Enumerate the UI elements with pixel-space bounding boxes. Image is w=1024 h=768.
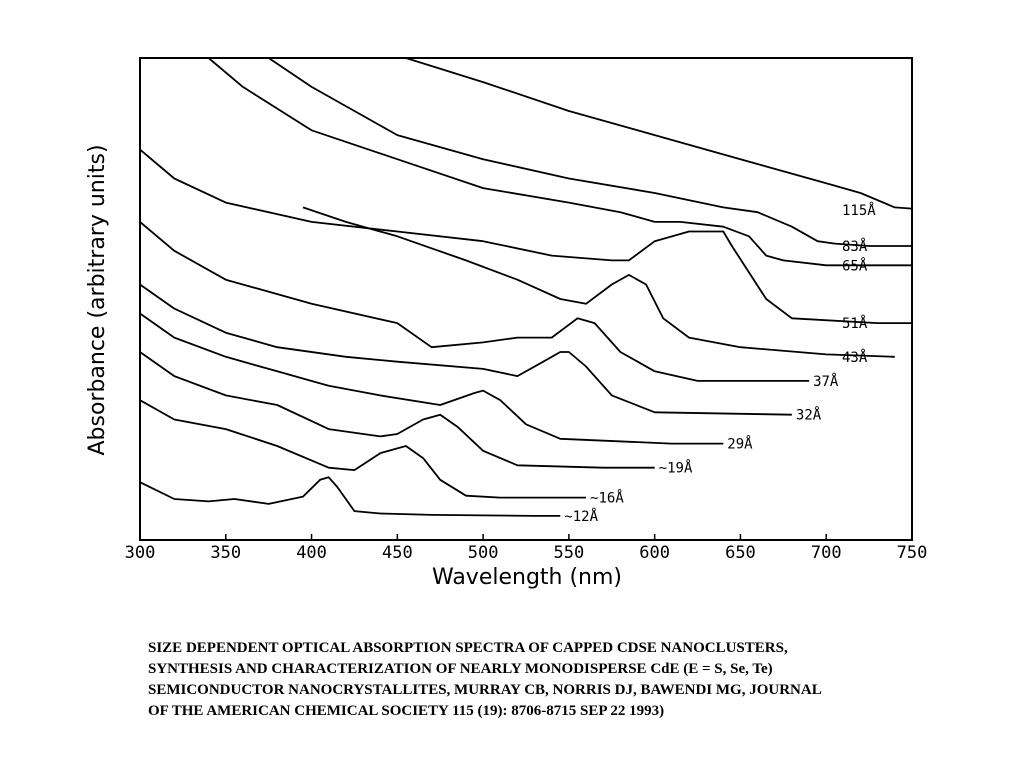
x-tick-layer: 300 350 400 450 500 550 600 650 700 750 (125, 534, 928, 563)
plot-frame (139, 57, 913, 541)
series-line-8 (140, 148, 912, 325)
series-line-10 (268, 58, 912, 247)
series-line-7 (302, 206, 895, 358)
x-tick-label: 600 (639, 543, 670, 563)
series-line-9 (208, 58, 912, 267)
series-label-9: 65Å (842, 257, 868, 274)
series-line-4 (140, 312, 724, 445)
series-line-6 (140, 221, 810, 382)
x-tick-label: 350 (210, 543, 241, 563)
figure-caption: SIZE DEPENDENT OPTICAL ABSORPTION SPECTR… (148, 638, 948, 722)
series-label-8: 51Å (842, 315, 868, 332)
caption-line-4: OF THE AMERICAN CHEMICAL SOCIETY 115 (19… (148, 703, 665, 719)
series-label-1: ~12Å (564, 508, 598, 525)
x-tick-label: 450 (382, 543, 413, 563)
series-line-2 (140, 399, 586, 499)
series-label-10: 83Å (842, 238, 868, 255)
series-label-5: 32Å (796, 407, 822, 424)
x-tick-label: 650 (725, 543, 756, 563)
series-label-2: ~16Å (590, 490, 624, 507)
series-label-3: ~19Å (659, 460, 693, 477)
y-axis-title: Absorbance (arbitrary units) (85, 144, 110, 455)
caption-line-1: SIZE DEPENDENT OPTICAL ABSORPTION SPECTR… (148, 640, 788, 656)
series-line-3 (140, 351, 655, 469)
series-line-5 (140, 283, 792, 416)
x-tick-label: 500 (468, 543, 499, 563)
x-tick-label: 700 (811, 543, 842, 563)
series-label-7: 43Å (842, 349, 868, 366)
series-layer (140, 58, 912, 517)
x-tick-label: 550 (554, 543, 585, 563)
x-axis-title: Wavelength (nm) (432, 565, 622, 590)
series-line-11 (405, 58, 912, 210)
series-label-11: 115Å (842, 202, 876, 219)
series-label-6: 37Å (813, 373, 839, 390)
x-tick-label: 300 (125, 543, 156, 563)
series-label-4: 29Å (727, 436, 753, 453)
caption-line-3: SEMICONDUCTOR NANOCRYSTALLITES, MURRAY C… (148, 682, 822, 698)
x-tick-label: 750 (897, 543, 928, 563)
caption-line-2: SYNTHESIS AND CHARACTERIZATION OF NEARLY… (148, 661, 773, 677)
x-tick-label: 400 (296, 543, 327, 563)
series-line-1 (140, 476, 561, 517)
